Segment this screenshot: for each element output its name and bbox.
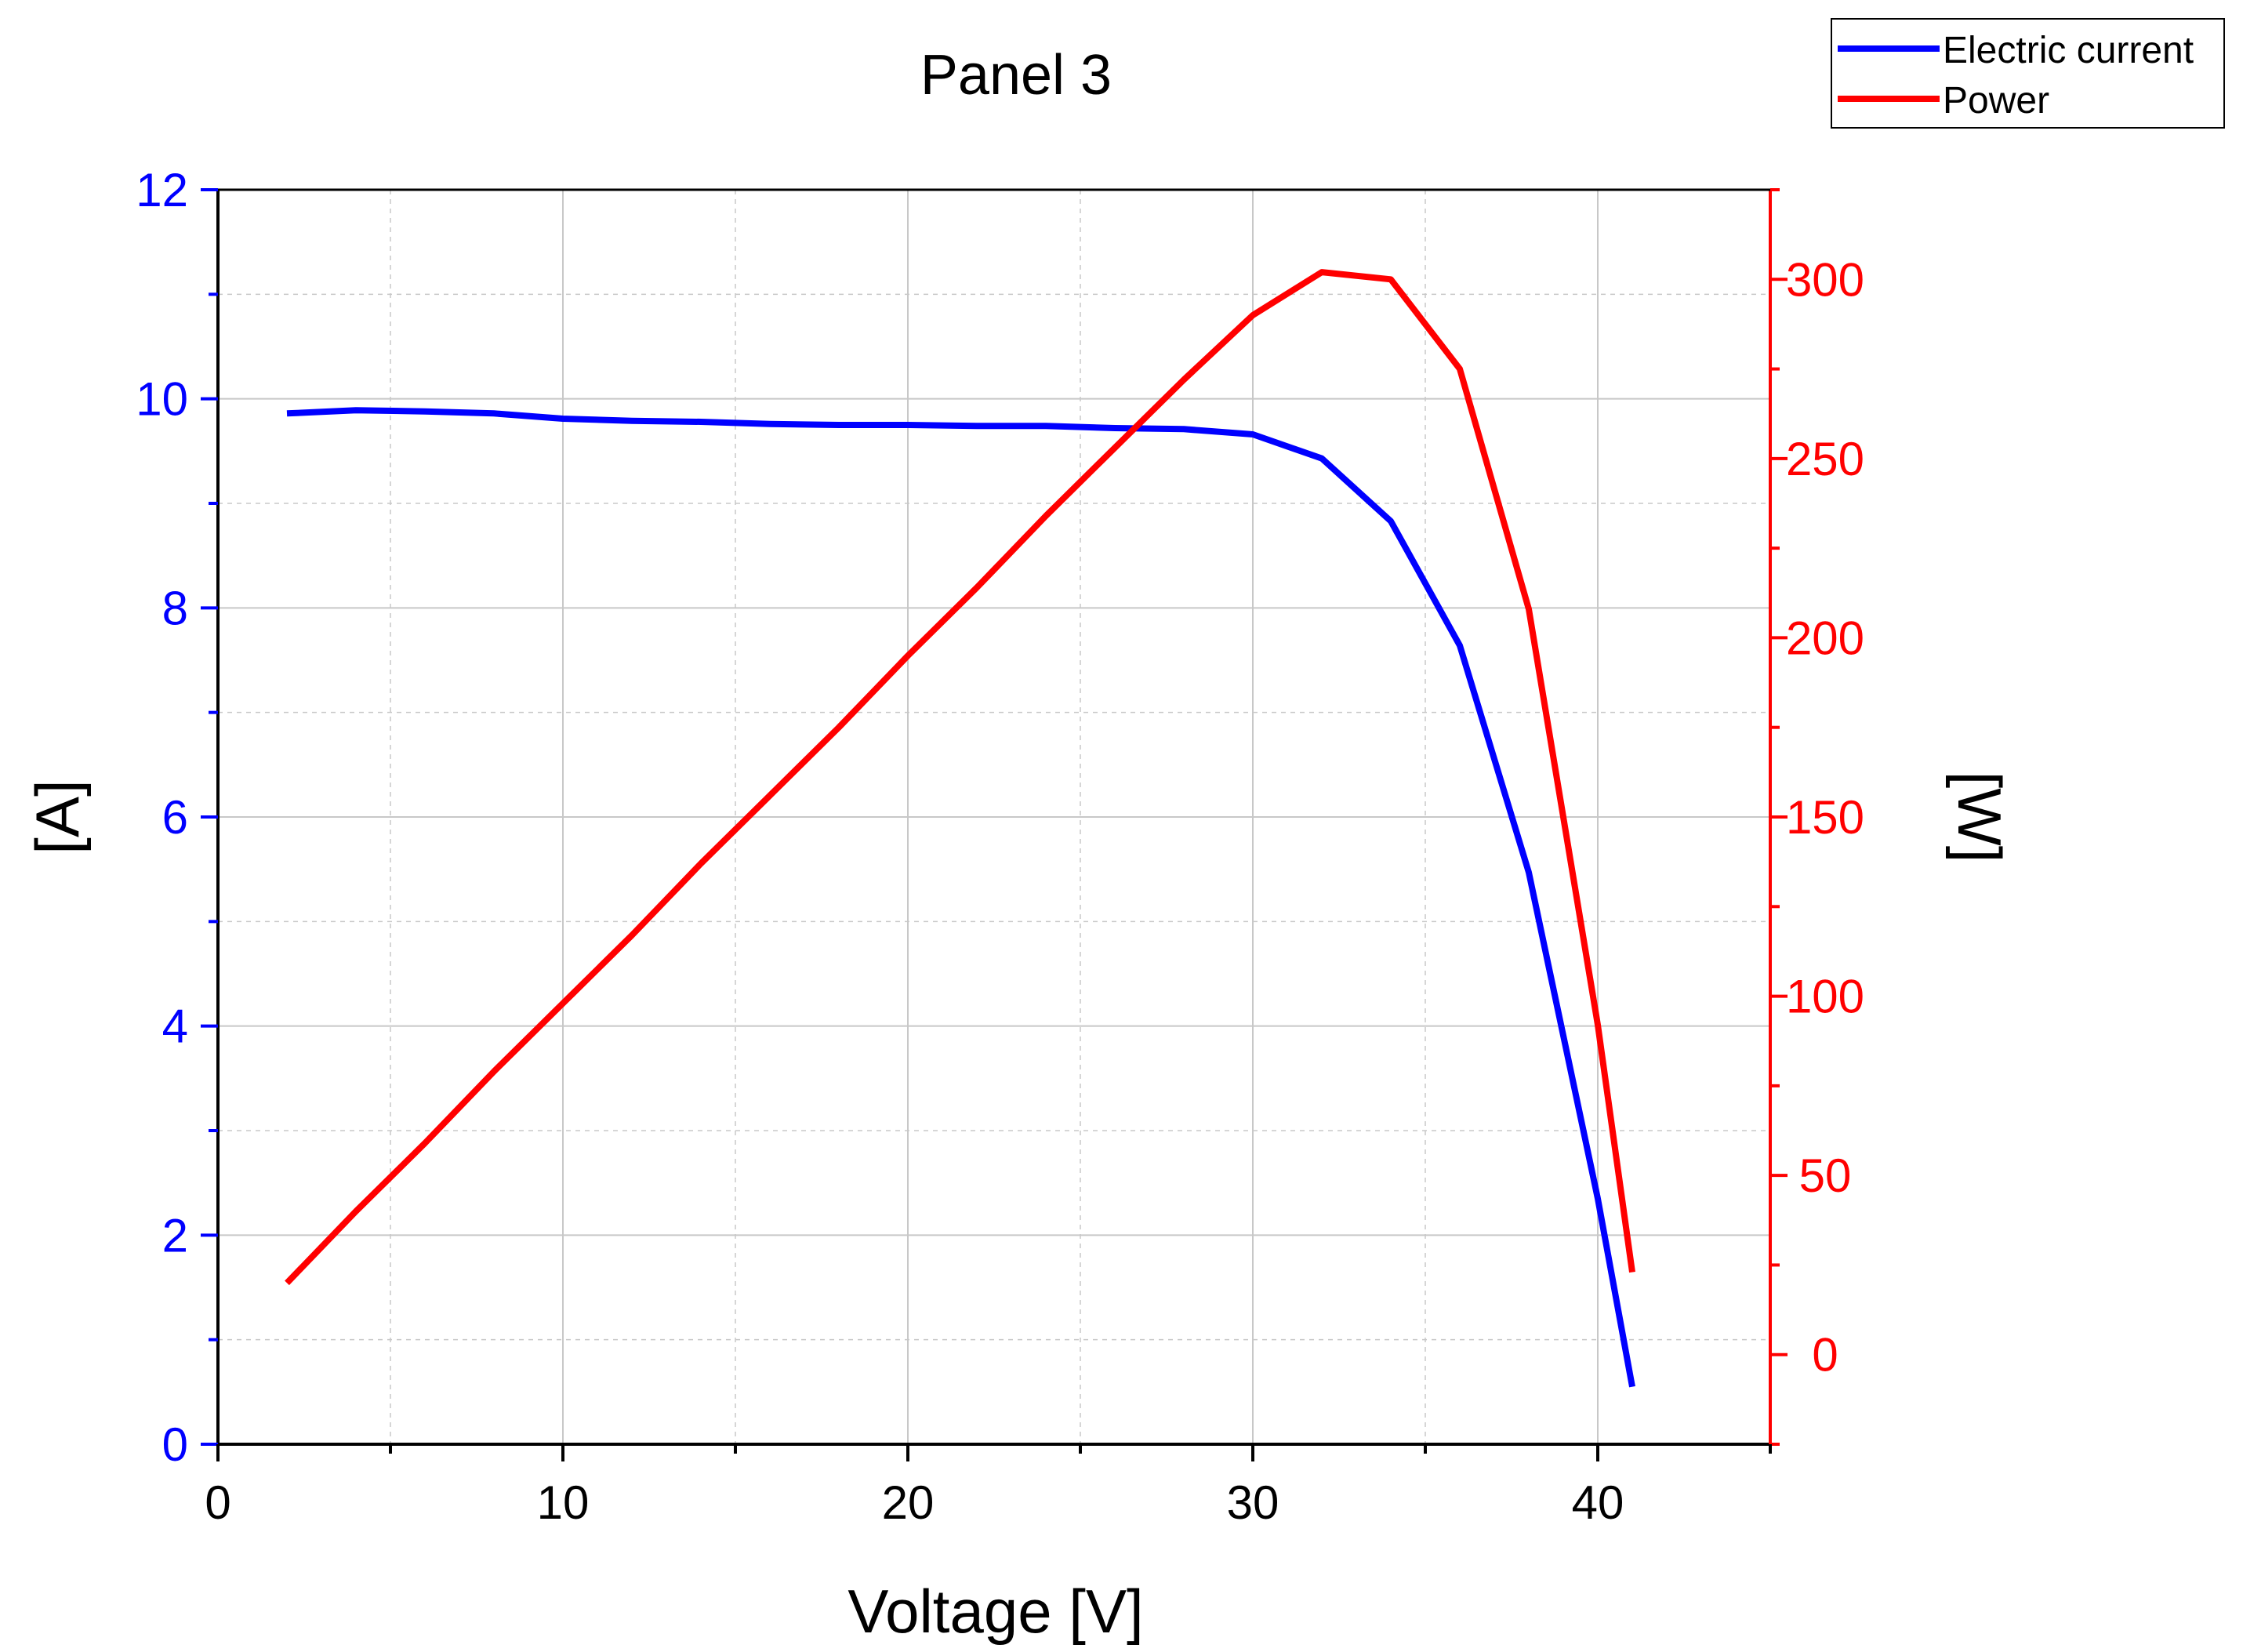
x-tick-label: 30 — [1227, 1476, 1279, 1529]
y-left-axis-title: [A] — [23, 779, 92, 854]
legend: Electric current Power — [1831, 18, 2225, 129]
x-tick-label: 10 — [537, 1476, 590, 1529]
legend-label-power: Power — [1943, 80, 2049, 122]
series-line-electric-current — [286, 407, 1635, 1388]
ticks: 0 2 4 6 8 10 12 0 50 100 150 200 250 300 0 10 20 30 40 — [136, 164, 1864, 1529]
series-lines — [285, 269, 1635, 1388]
y-left-tick-label: 0 — [162, 1418, 188, 1471]
y-left-tick-label: 4 — [162, 1000, 188, 1053]
chart-title: Panel 3 — [920, 44, 1112, 107]
grid — [218, 190, 1771, 1444]
y-right-tick-label: 50 — [1799, 1149, 1852, 1202]
y-left-tick-label: 6 — [162, 791, 188, 844]
y-left-tick-label: 2 — [162, 1209, 188, 1262]
legend-label-electric-current: Electric current — [1943, 30, 2194, 71]
y-right-tick-label: 100 — [1786, 971, 1864, 1023]
y-left-tick-label: 12 — [136, 164, 188, 216]
y-left-tick-label: 10 — [136, 373, 188, 426]
y-right-tick-label: 0 — [1812, 1329, 1838, 1382]
y-right-tick-label: 200 — [1786, 612, 1864, 664]
y-left-tick-label: 8 — [162, 582, 188, 634]
y-right-tick-label: 250 — [1786, 433, 1864, 485]
y-right-axis-title: [W] — [1945, 772, 2014, 863]
y-right-tick-label: 150 — [1786, 791, 1864, 844]
y-right-tick-label: 300 — [1786, 253, 1864, 306]
x-axis-title: Voltage [V] — [847, 1577, 1143, 1646]
x-tick-label: 40 — [1572, 1476, 1624, 1529]
x-tick-label: 0 — [205, 1476, 230, 1529]
x-tick-label: 20 — [882, 1476, 935, 1529]
series-line-power — [285, 269, 1635, 1286]
legend-box — [1831, 18, 2225, 129]
